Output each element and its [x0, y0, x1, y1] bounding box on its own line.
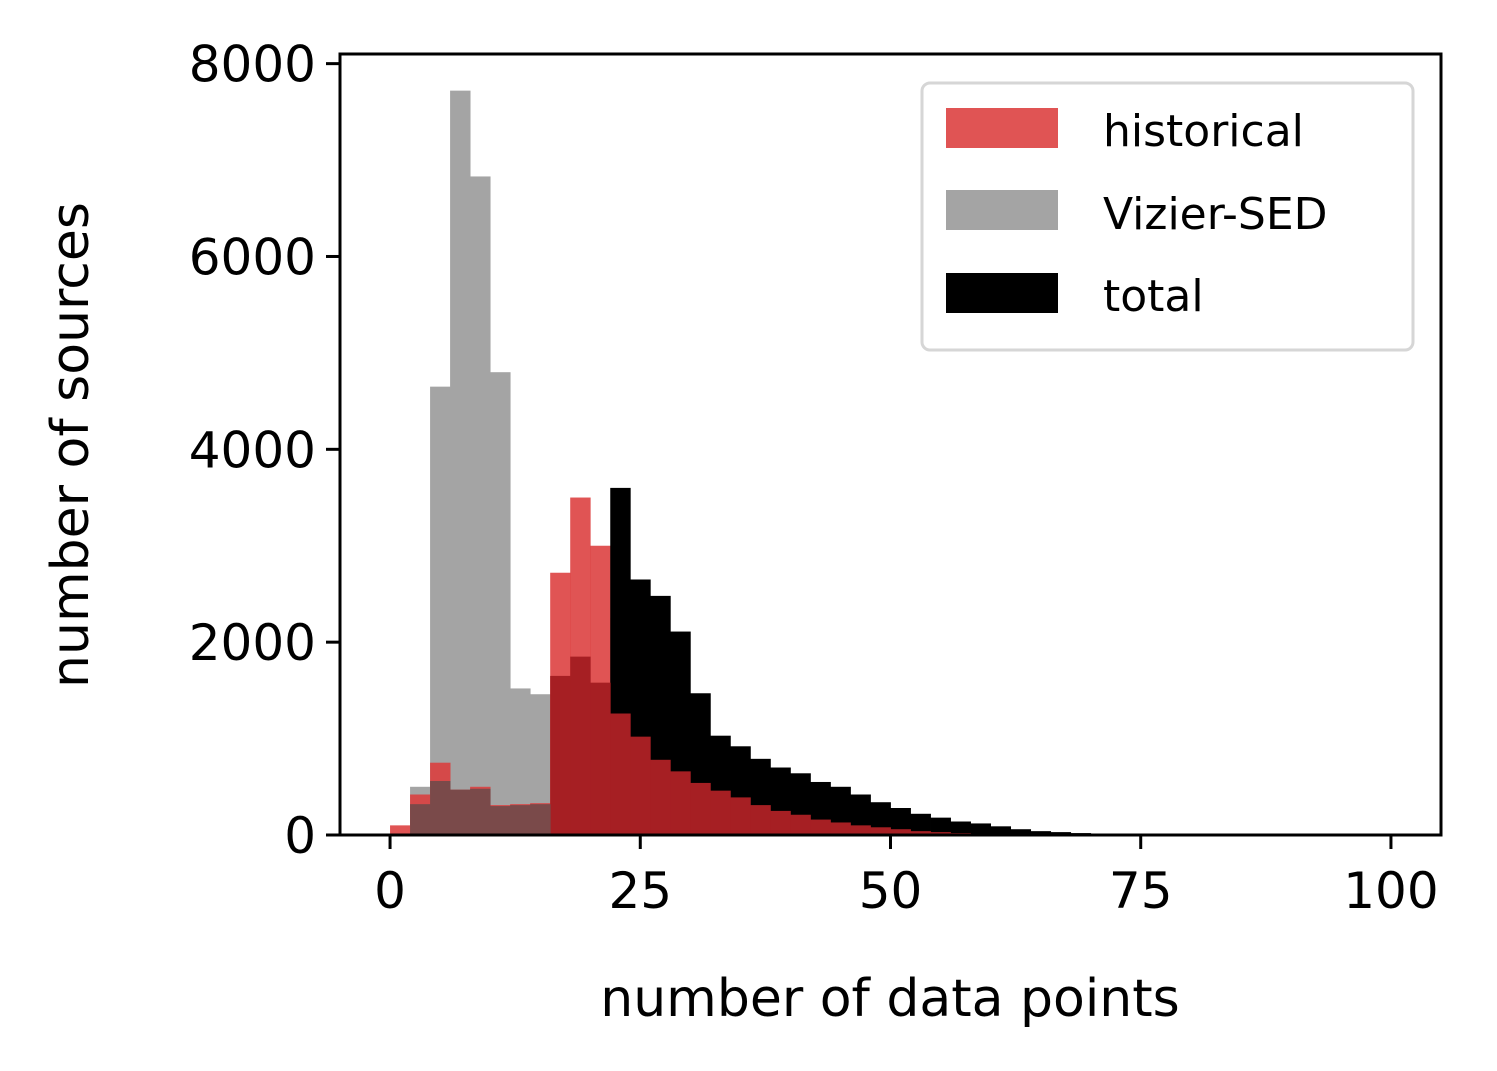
bar-vizier-sed-3 — [450, 90, 471, 835]
bar-overlay-3-15 — [690, 782, 711, 835]
legend-label-historical: historical — [1103, 106, 1304, 157]
bar-overlay-4-2 — [430, 781, 451, 835]
bar-overlay-3-14 — [670, 771, 691, 835]
bar-vizier-sed-2 — [430, 386, 451, 835]
y-tick-label-3: 6000 — [189, 228, 316, 286]
bar-overlay-3-8 — [550, 675, 571, 835]
bar-overlay-3-25 — [890, 829, 911, 835]
bar-overlay-3-26 — [910, 831, 931, 835]
bar-overlay-4-5 — [490, 806, 511, 835]
y-axis-label: number of sources — [41, 202, 101, 688]
y-tick-label-1: 2000 — [189, 614, 316, 672]
bar-overlay-4-1 — [410, 804, 431, 835]
bar-total-29 — [970, 823, 991, 835]
bar-overlay-3-12 — [630, 736, 651, 835]
bar-total-24 — [870, 802, 891, 835]
bar-overlay-3-9 — [570, 656, 591, 835]
bar-overlay-3-11 — [610, 713, 631, 835]
bar-overlay-3-20 — [790, 814, 811, 835]
x-tick-label-2: 50 — [859, 862, 923, 920]
bar-overlay-3-21 — [810, 819, 831, 835]
bar-total-27 — [930, 817, 951, 835]
legend: historical Vizier-SED total — [920, 81, 1415, 352]
x-tick-label-3: 75 — [1109, 862, 1173, 920]
bar-overlay-3-22 — [830, 822, 851, 835]
bar-vizier-sed-4 — [470, 176, 491, 835]
x-tick-label-4: 100 — [1343, 862, 1438, 920]
bar-overlay-3-19 — [770, 810, 791, 835]
bar-total-31 — [1010, 829, 1032, 835]
x-axis-ticks: 0 25 50 75 100 — [374, 835, 1439, 920]
bar-overlay-4-7 — [530, 804, 551, 835]
bar-total-23 — [850, 794, 871, 835]
bar-historical-0 — [390, 825, 411, 835]
y-tick-label-4: 8000 — [189, 36, 316, 94]
legend-swatch-historical — [946, 108, 1058, 148]
y-tick-label-2: 4000 — [189, 421, 316, 479]
bar-total-26 — [910, 813, 931, 835]
bar-vizier-sed-5 — [490, 372, 511, 835]
bars-layer — [390, 90, 1152, 835]
bar-total-25 — [890, 808, 911, 835]
legend-label-total: total — [1103, 271, 1204, 322]
y-axis-ticks: 0 2000 4000 6000 8000 — [189, 36, 340, 865]
bar-overlay-4-3 — [450, 789, 471, 835]
legend-swatch-vizier-sed — [946, 190, 1058, 230]
bar-overlay-3-24 — [870, 827, 891, 835]
bar-total-28 — [950, 821, 971, 835]
x-tick-label-0: 0 — [374, 862, 406, 920]
y-tick-label-0: 0 — [284, 807, 316, 865]
bar-overlay-3-18 — [750, 805, 771, 835]
bar-total-32 — [1030, 831, 1052, 835]
bar-overlay-4-6 — [510, 805, 531, 835]
legend-label-vizier-sed: Vizier-SED — [1103, 189, 1328, 240]
bar-vizier-sed-7 — [530, 694, 551, 835]
bar-overlay-3-13 — [650, 759, 671, 835]
x-axis-label: number of data points — [600, 969, 1180, 1029]
series-vizier-sed — [410, 90, 571, 835]
bar-overlay-3-17 — [730, 797, 751, 835]
bar-total-30 — [990, 826, 1012, 835]
bar-overlay-3-23 — [850, 825, 871, 835]
x-tick-label-1: 25 — [608, 862, 672, 920]
bar-overlay-4-4 — [470, 788, 491, 835]
legend-swatch-total — [946, 273, 1058, 313]
series-overlay-4 — [410, 781, 551, 835]
series-overlay-3 — [550, 656, 1112, 835]
bar-overlay-3-16 — [710, 790, 731, 835]
bar-overlay-3-10 — [590, 682, 611, 835]
bar-vizier-sed-6 — [510, 688, 531, 835]
